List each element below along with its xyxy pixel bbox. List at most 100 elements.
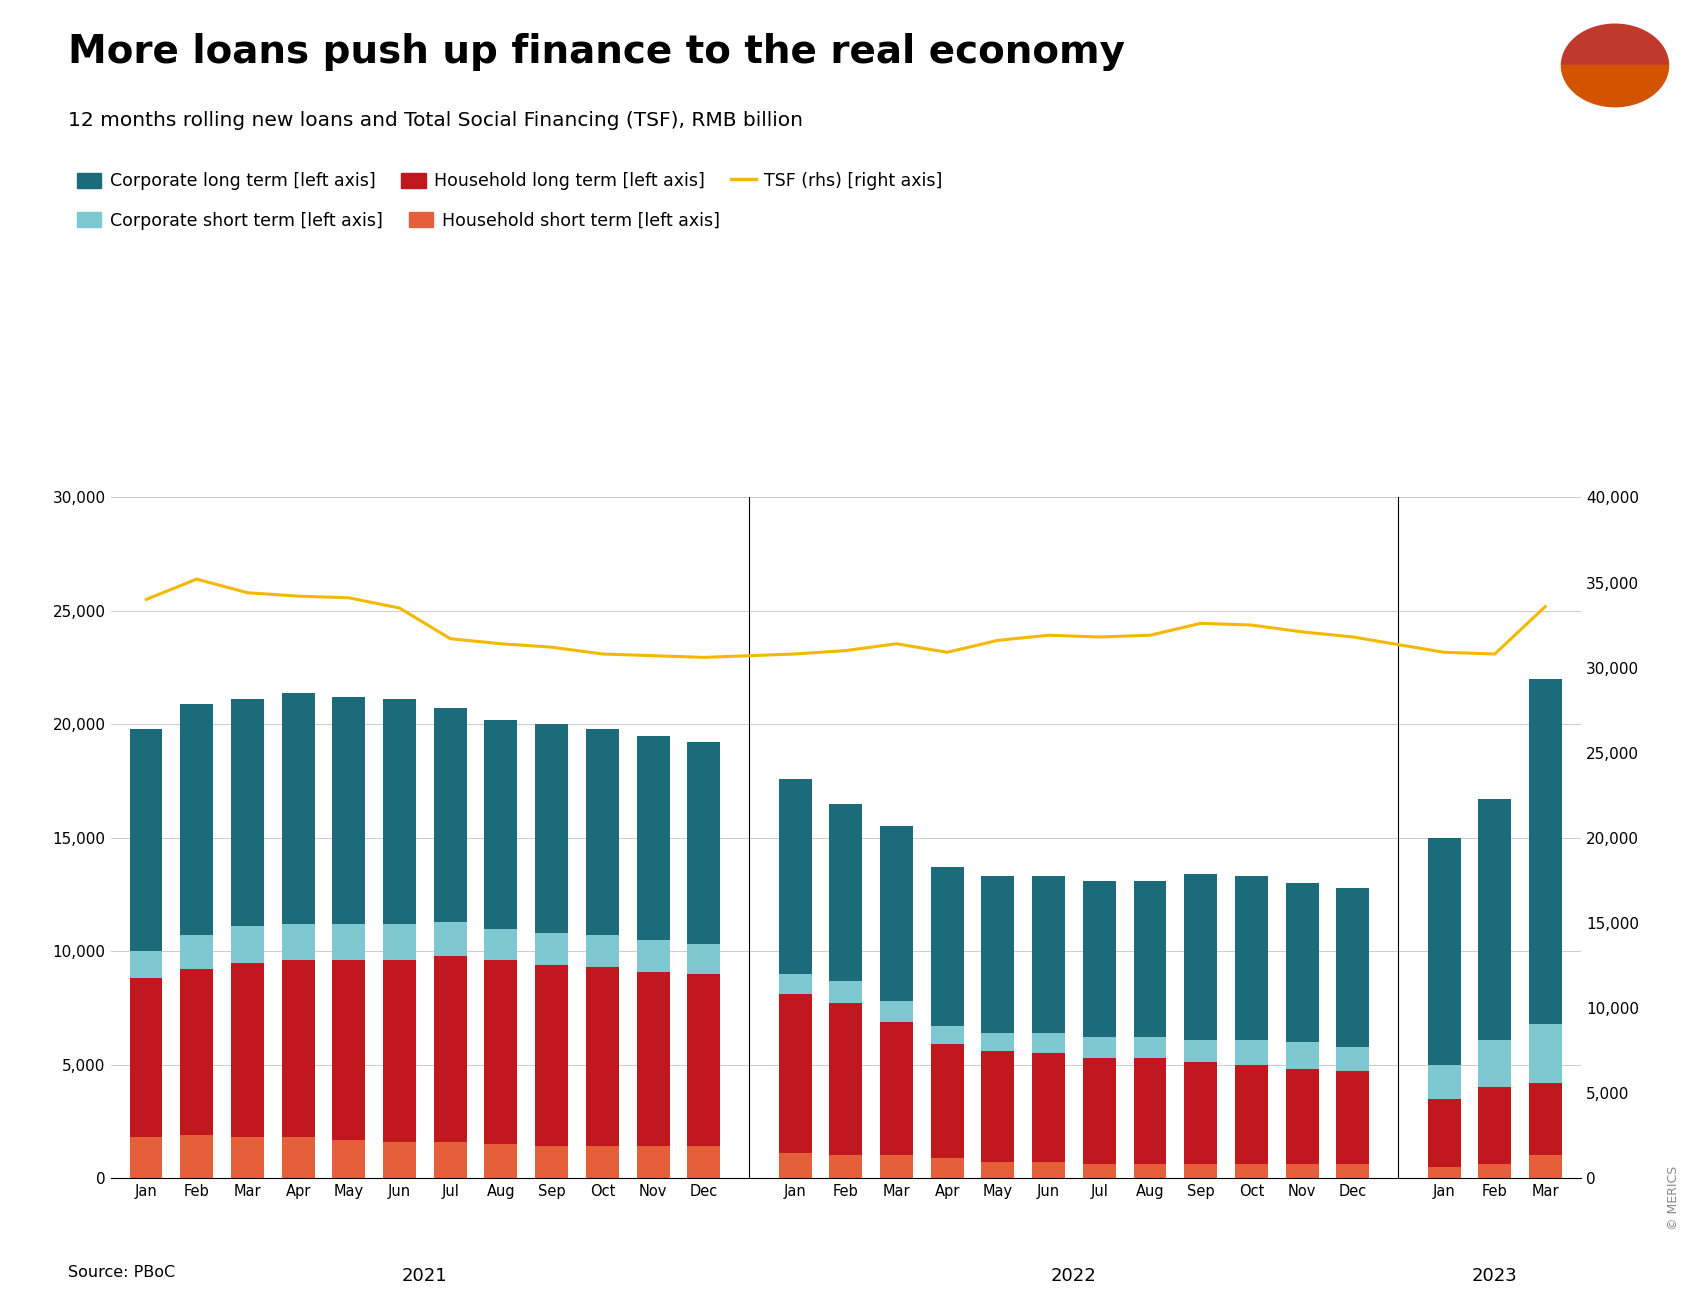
Bar: [180, 936, 212, 970]
Legend: Corporate long term [left axis], Household long term [left axis], TSF (rhs) [rig: Corporate long term [left axis], Househo…: [76, 173, 944, 190]
Bar: [1479, 1088, 1511, 1165]
Bar: [981, 1162, 1015, 1178]
Bar: [1134, 1038, 1166, 1058]
Bar: [1528, 679, 1562, 1024]
Bar: [1134, 1165, 1166, 1178]
Bar: [231, 962, 264, 1138]
Bar: [687, 1147, 721, 1178]
Bar: [1336, 888, 1368, 1046]
Text: 12 months rolling new loans and Total Social Financing (TSF), RMB billion: 12 months rolling new loans and Total So…: [68, 111, 802, 131]
Bar: [687, 944, 721, 974]
Bar: [434, 956, 468, 1141]
Bar: [1032, 1162, 1066, 1178]
Bar: [382, 961, 416, 1141]
Bar: [636, 736, 670, 940]
Bar: [1428, 838, 1460, 1064]
Bar: [779, 1153, 811, 1178]
Bar: [332, 1140, 366, 1178]
Bar: [636, 971, 670, 1147]
Bar: [382, 924, 416, 961]
Bar: [382, 1141, 416, 1178]
Bar: [1185, 1165, 1217, 1178]
Bar: [687, 974, 721, 1147]
Bar: [231, 699, 264, 927]
Text: © MERICS: © MERICS: [1666, 1166, 1680, 1230]
Bar: [1234, 1064, 1268, 1165]
Bar: [1479, 1165, 1511, 1178]
Bar: [1285, 1165, 1319, 1178]
Text: More loans push up finance to the real economy: More loans push up finance to the real e…: [68, 33, 1125, 71]
Bar: [1336, 1165, 1368, 1178]
Bar: [1032, 876, 1066, 1033]
Bar: [332, 961, 366, 1140]
Text: Source: PBoC: Source: PBoC: [68, 1266, 175, 1280]
Bar: [1528, 1156, 1562, 1178]
Text: 2023: 2023: [1472, 1267, 1518, 1284]
Bar: [180, 704, 212, 936]
Bar: [1032, 1033, 1066, 1054]
Bar: [1428, 1064, 1460, 1098]
Bar: [382, 699, 416, 924]
Bar: [231, 1138, 264, 1178]
Bar: [282, 692, 314, 924]
Bar: [830, 1156, 862, 1178]
Bar: [1032, 1054, 1066, 1162]
Bar: [1428, 1166, 1460, 1178]
Bar: [1336, 1072, 1368, 1165]
Bar: [1234, 876, 1268, 1039]
Bar: [881, 1001, 913, 1021]
Bar: [282, 1138, 314, 1178]
Bar: [687, 742, 721, 944]
Bar: [779, 779, 811, 974]
Bar: [830, 1004, 862, 1156]
Bar: [1083, 881, 1115, 1038]
Bar: [1479, 800, 1511, 1039]
Bar: [1083, 1165, 1115, 1178]
Wedge shape: [1561, 65, 1669, 107]
Bar: [1479, 1039, 1511, 1088]
Bar: [1185, 874, 1217, 1039]
Bar: [881, 1156, 913, 1178]
Bar: [129, 978, 163, 1138]
Bar: [1083, 1038, 1115, 1058]
Bar: [881, 826, 913, 1001]
Bar: [1285, 1069, 1319, 1165]
Bar: [636, 940, 670, 971]
Bar: [930, 1026, 964, 1045]
Bar: [434, 1141, 468, 1178]
Bar: [536, 965, 568, 1147]
Bar: [981, 1033, 1015, 1051]
Bar: [1134, 1058, 1166, 1165]
Bar: [981, 876, 1015, 1033]
Bar: [180, 970, 212, 1135]
Bar: [484, 928, 517, 961]
Bar: [1234, 1039, 1268, 1064]
Bar: [930, 868, 964, 1026]
Bar: [1285, 1042, 1319, 1069]
Bar: [830, 980, 862, 1004]
Bar: [586, 967, 619, 1147]
Bar: [930, 1045, 964, 1157]
Legend: Corporate short term [left axis], Household short term [left axis]: Corporate short term [left axis], Househ…: [76, 212, 719, 229]
Bar: [930, 1157, 964, 1178]
Bar: [1336, 1046, 1368, 1072]
Bar: [484, 720, 517, 928]
Bar: [1285, 884, 1319, 1042]
Bar: [536, 1147, 568, 1178]
Bar: [586, 936, 619, 967]
Bar: [129, 1138, 163, 1178]
Bar: [282, 924, 314, 961]
Bar: [586, 729, 619, 936]
Bar: [129, 729, 163, 952]
Text: 2022: 2022: [1051, 1267, 1096, 1284]
Bar: [830, 804, 862, 980]
Bar: [1134, 881, 1166, 1038]
Bar: [231, 927, 264, 962]
Wedge shape: [1561, 24, 1669, 65]
Bar: [434, 708, 468, 922]
Bar: [536, 724, 568, 933]
Bar: [1234, 1165, 1268, 1178]
Bar: [434, 922, 468, 956]
Bar: [1185, 1039, 1217, 1063]
Bar: [779, 974, 811, 995]
